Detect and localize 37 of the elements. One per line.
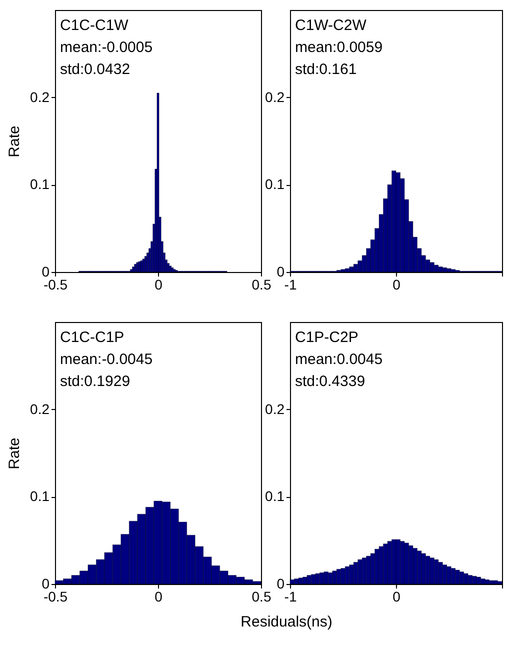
y-tick-label: 0.2: [30, 88, 50, 105]
x-tick-label: 0: [392, 276, 401, 292]
y-tick-label: 0.1: [265, 176, 285, 192]
y-tick-label: 0: [42, 576, 50, 592]
x-tick-label: 0: [392, 588, 401, 604]
x-axis-title: Residuals(ns): [240, 614, 332, 630]
annotation: C1W-C2W: [295, 17, 368, 34]
annotation: mean:-0.0045: [60, 351, 153, 368]
annotation: C1P-C2P: [295, 329, 358, 346]
y-axis-title: Rate: [6, 126, 24, 158]
x-tick-label: 0: [154, 588, 163, 604]
annotation: std:0.0432: [60, 61, 130, 78]
x-tick-label: -1: [284, 276, 297, 292]
y-tick-label: 0.1: [30, 176, 50, 192]
y-tick-label: 0.2: [265, 88, 285, 105]
y-axis-title: Rate: [6, 438, 24, 470]
annotation: std:0.4339: [295, 373, 366, 390]
y-tick-label: 0.2: [265, 400, 285, 417]
annotation: std:0.1929: [60, 373, 130, 390]
y-tick-label: 0: [276, 264, 285, 280]
annotation: C1C-C1P: [60, 329, 124, 346]
annotation: C1C-C1W: [60, 17, 130, 34]
x-tick-label: 0.5: [252, 588, 272, 604]
annotation: mean:0.0059: [295, 39, 383, 56]
y-tick-label: 0.2: [30, 400, 50, 417]
annotation: mean:-0.0005: [60, 39, 153, 56]
y-tick-label: 0: [42, 264, 50, 280]
x-tick-label: 0: [154, 276, 163, 292]
y-tick-label: 0.1: [265, 488, 285, 504]
annotation: mean:0.0045: [295, 351, 383, 368]
x-tick-label: -0.5: [43, 588, 68, 604]
annotation: std:0.161: [295, 61, 357, 78]
x-tick-label: -0.5: [43, 276, 68, 292]
x-tick-label: -1: [284, 588, 297, 604]
y-tick-label: 0: [276, 576, 285, 592]
x-tick-label: 0.5: [252, 276, 272, 292]
y-tick-label: 0.1: [30, 488, 50, 504]
